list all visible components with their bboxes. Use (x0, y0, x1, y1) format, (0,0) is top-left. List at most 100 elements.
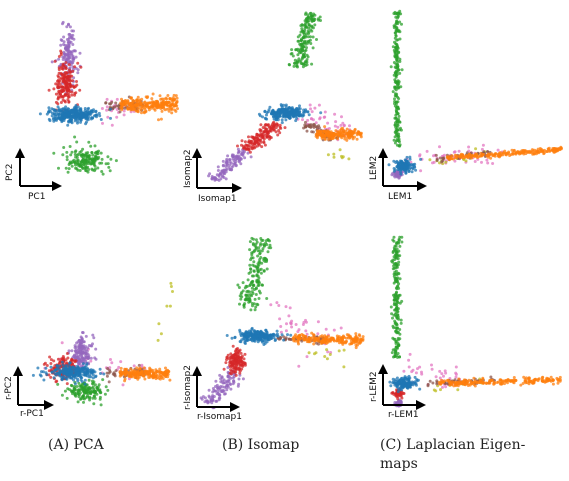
data-point-blue (397, 162, 401, 165)
data-point-green (80, 155, 84, 158)
data-point-brown (428, 379, 432, 383)
data-point-orange (175, 104, 179, 108)
data-point-red (72, 85, 76, 89)
data-point-blue (399, 172, 403, 176)
data-point-olive (347, 157, 351, 161)
data-point-red (248, 150, 252, 154)
data-point-red (257, 142, 261, 146)
data-point-purple (81, 345, 85, 349)
data-point-orange (455, 156, 459, 159)
data-point-blue (71, 374, 75, 378)
data-point-blue (411, 167, 415, 171)
data-point-green (265, 258, 268, 261)
data-point-orange (332, 338, 336, 342)
panel-lem: LEM1 LEM2 (369, 9, 563, 202)
data-point-green (255, 273, 259, 277)
data-point-olive (157, 322, 161, 326)
data-point-blue (70, 121, 74, 125)
data-point-orange (125, 370, 129, 374)
data-point-blue (68, 373, 72, 377)
data-point-purple (216, 385, 220, 389)
data-point-blue (83, 378, 87, 382)
data-point-purple (211, 398, 215, 402)
data-point-green (397, 68, 401, 72)
data-point-pink (316, 332, 320, 336)
data-point-orange (324, 131, 328, 135)
data-point-green (396, 16, 400, 20)
data-point-blue (298, 104, 301, 108)
data-point-green (395, 64, 399, 68)
data-point-red (263, 126, 267, 130)
data-point-red (251, 142, 255, 146)
data-point-pink (316, 320, 320, 324)
data-point-green (61, 153, 65, 157)
data-point-blue (99, 118, 103, 121)
data-point-orange (123, 99, 127, 103)
data-point-pink (304, 329, 308, 333)
data-point-pink (480, 160, 483, 164)
data-point-green (297, 59, 301, 63)
data-point-pink (306, 118, 310, 122)
data-point-green (254, 305, 258, 309)
data-point-pink (101, 121, 104, 125)
data-point-red (68, 79, 71, 82)
data-point-orange (158, 94, 162, 98)
data-point-red (247, 148, 251, 152)
data-point-blue (58, 368, 61, 372)
data-point-red (47, 88, 51, 92)
data-point-blue (60, 378, 64, 382)
data-point-blue (274, 338, 277, 342)
data-point-purple (221, 385, 224, 389)
data-point-blue (282, 111, 286, 115)
data-point-green (90, 390, 94, 394)
data-point-blue (91, 370, 95, 374)
data-point-green (52, 151, 56, 155)
data-point-red (56, 74, 60, 78)
data-point-orange (307, 339, 311, 342)
data-point-blue (67, 113, 71, 117)
data-point-orange (145, 371, 149, 375)
data-point-purple (67, 23, 70, 27)
data-point-purple (89, 356, 93, 360)
data-point-olive (326, 153, 330, 157)
data-point-purple (74, 355, 78, 359)
scatter-points-r-isomap (199, 236, 365, 410)
data-point-red (232, 353, 236, 357)
data-point-green (305, 53, 309, 57)
data-point-blue (296, 112, 300, 116)
data-point-purple (229, 383, 232, 386)
data-point-green (299, 43, 303, 46)
data-point-blue (76, 374, 80, 378)
data-point-red (259, 138, 262, 142)
data-point-green (74, 155, 78, 159)
data-point-orange (144, 109, 148, 113)
data-point-orange (512, 148, 516, 152)
data-point-blue (83, 382, 87, 386)
data-point-green (395, 119, 399, 123)
data-point-purple (66, 51, 70, 55)
data-point-green (258, 291, 262, 295)
data-point-blue (61, 375, 65, 379)
data-point-blue (407, 170, 411, 173)
data-point-orange (319, 335, 322, 339)
data-point-orange (450, 154, 454, 158)
panel-r-lem: r-LEM1 r-LEM2 (369, 235, 562, 420)
data-point-red (283, 126, 287, 130)
data-point-orange (532, 152, 536, 156)
data-point-olive (456, 388, 460, 392)
data-point-orange (166, 371, 169, 375)
data-point-pink (313, 106, 317, 110)
data-point-green (97, 149, 101, 153)
data-point-purple (74, 349, 78, 353)
data-point-orange (327, 137, 331, 141)
data-point-olive (474, 147, 478, 151)
data-point-orange (295, 335, 298, 339)
data-point-orange (119, 105, 123, 109)
data-point-pink (115, 97, 119, 101)
data-point-blue (70, 118, 74, 122)
data-point-pink (105, 105, 109, 109)
data-point-green (246, 297, 250, 301)
data-point-blue (419, 157, 423, 161)
data-point-olive (169, 285, 173, 288)
data-point-purple (225, 157, 229, 161)
